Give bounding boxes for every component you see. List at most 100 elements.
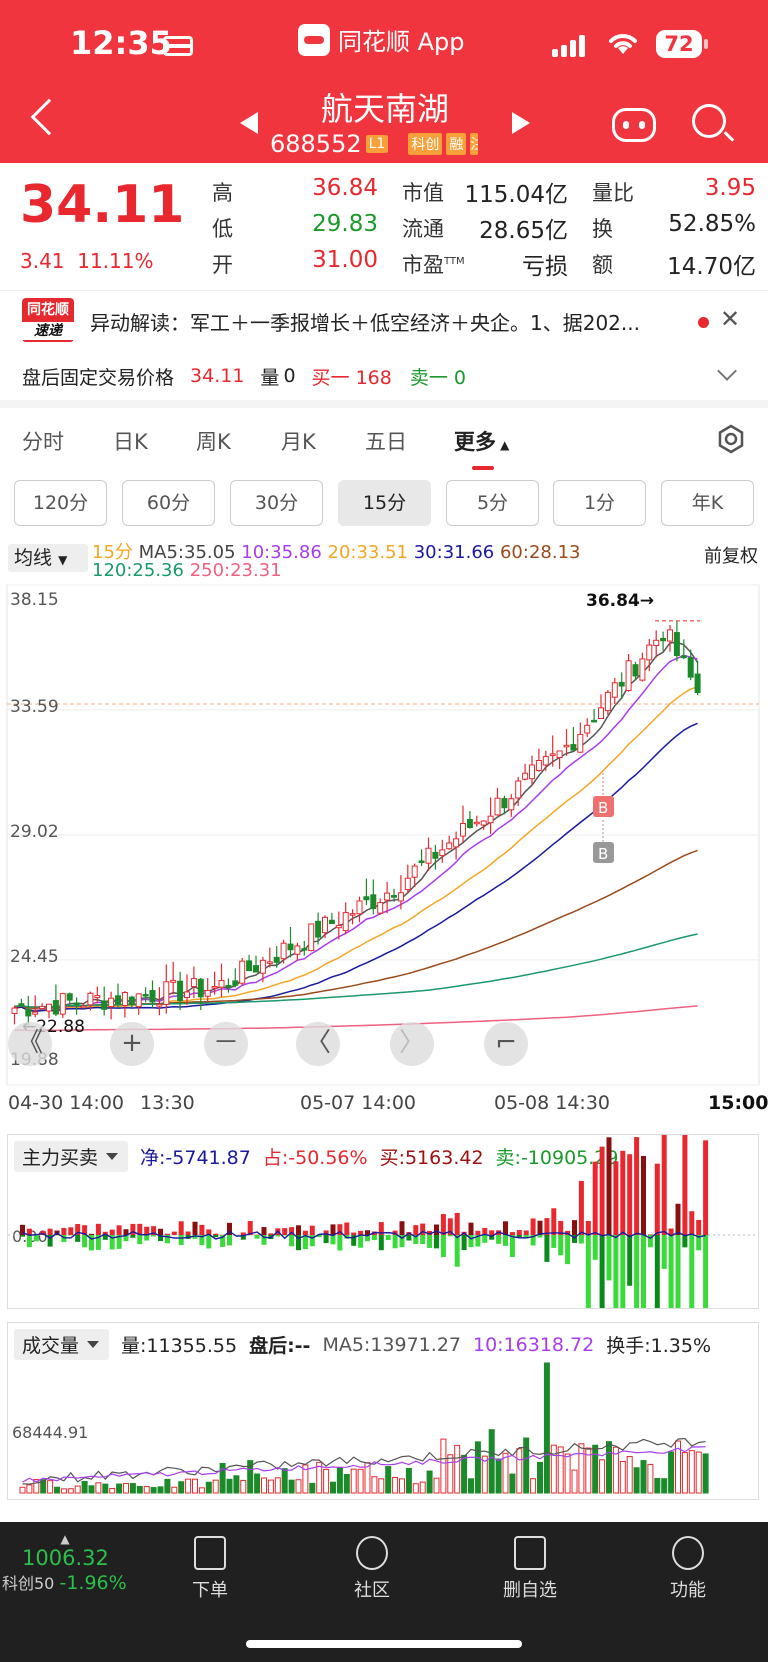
candle bbox=[411, 865, 418, 878]
ma120-value: 120:25.36 bbox=[92, 560, 184, 581]
capital-bar-buy bbox=[365, 1230, 370, 1235]
search-icon[interactable] bbox=[692, 104, 726, 138]
capital-bar-sell bbox=[330, 1235, 336, 1245]
volume-selector[interactable]: 成交量 bbox=[14, 1329, 110, 1360]
volume-bar bbox=[495, 1458, 502, 1494]
adjust-mode[interactable]: 前复权 bbox=[704, 546, 758, 567]
capital-bar-sell bbox=[530, 1235, 536, 1246]
candlestick-chart[interactable]: 38.15 33.59 29.02 24.45 19.88 36.84→ ←22… bbox=[0, 580, 768, 1100]
capital-bar-sell bbox=[158, 1235, 163, 1242]
capital-bar-buy bbox=[75, 1223, 81, 1235]
buy-marker-label: B bbox=[598, 799, 608, 817]
capital-bar-buy bbox=[378, 1222, 384, 1235]
open-label: 开 bbox=[212, 253, 233, 277]
nav-functions[interactable]: 功能 bbox=[638, 1536, 738, 1602]
capital-bar-buy bbox=[613, 1161, 619, 1235]
candle bbox=[611, 682, 618, 698]
zoom-out-icon[interactable]: － bbox=[204, 1022, 248, 1066]
tab-monthly[interactable]: 月K bbox=[281, 430, 316, 454]
period-year[interactable]: 年K bbox=[661, 480, 754, 526]
capital-bar-sell bbox=[606, 1235, 612, 1281]
prev-stock-button[interactable] bbox=[240, 112, 258, 134]
tab-intraday[interactable]: 分时 bbox=[22, 430, 64, 454]
capital-bar-buy bbox=[261, 1227, 267, 1235]
chevron-down-icon: ▼ bbox=[58, 553, 68, 567]
period-60m[interactable]: 60分 bbox=[122, 480, 215, 526]
capital-selector[interactable]: 主力买卖 bbox=[14, 1141, 129, 1172]
capital-bar-sell bbox=[130, 1235, 136, 1238]
nav-community[interactable]: 社区 bbox=[322, 1536, 422, 1602]
tab-weekly[interactable]: 周K bbox=[196, 430, 231, 454]
period-1m[interactable]: 1分 bbox=[553, 480, 646, 526]
volume-chart[interactable] bbox=[8, 1323, 758, 1499]
chevron-down-icon[interactable] bbox=[717, 361, 737, 381]
capital-bar-buy bbox=[116, 1225, 122, 1235]
buy-marker[interactable]: B bbox=[593, 796, 614, 817]
volume-bar bbox=[274, 1477, 281, 1494]
candle bbox=[425, 847, 432, 864]
candle bbox=[391, 895, 397, 898]
candle bbox=[149, 990, 156, 1003]
candle bbox=[577, 733, 584, 753]
tag-margin: 融 bbox=[446, 133, 467, 155]
zoom-out-full-icon[interactable]: 《 bbox=[8, 1022, 52, 1066]
close-icon[interactable]: ✕ bbox=[720, 305, 741, 333]
volume-bar bbox=[309, 1482, 316, 1494]
volume-bar bbox=[640, 1460, 647, 1494]
volume-bar bbox=[557, 1446, 564, 1494]
bottom-nav: ▲ 1006.32 科创50 -1.96% 下单 社区 删自选 功能 bbox=[0, 1522, 768, 1662]
candle bbox=[204, 989, 211, 997]
capital-flow-chart[interactable] bbox=[8, 1135, 758, 1308]
period-5m[interactable]: 5分 bbox=[446, 480, 539, 526]
buy-marker[interactable]: B bbox=[593, 842, 614, 863]
back-button[interactable] bbox=[30, 98, 68, 136]
ma-period: 15分 bbox=[92, 542, 133, 563]
index-widget[interactable]: ▲ 1006.32 科创50 -1.96% bbox=[0, 1532, 130, 1594]
period-120m[interactable]: 120分 bbox=[14, 480, 107, 526]
capital-bar-sell bbox=[544, 1235, 550, 1262]
scroll-left-icon[interactable]: 〈 bbox=[296, 1022, 340, 1066]
capital-bar-buy bbox=[578, 1180, 584, 1235]
nav-remove-watchlist[interactable]: 删自选 bbox=[480, 1536, 580, 1602]
ma-selector[interactable]: 均线 ▼ bbox=[8, 544, 88, 572]
app-name: 同花顺 App bbox=[338, 28, 465, 56]
volume-bar bbox=[54, 1486, 60, 1494]
volume-bar bbox=[116, 1483, 123, 1494]
scroll-right-icon[interactable]: 〉 bbox=[390, 1022, 434, 1066]
next-stock-button[interactable] bbox=[512, 112, 530, 134]
volume-bar bbox=[330, 1481, 336, 1494]
after-hours-volume: 盘后:-- bbox=[249, 1335, 311, 1357]
nav-order[interactable]: 下单 bbox=[160, 1536, 260, 1602]
capital-bar-buy bbox=[682, 1135, 688, 1235]
volume-bar bbox=[240, 1479, 247, 1494]
capital-bar-sell bbox=[206, 1235, 212, 1249]
news-alert[interactable]: 同花顺 速递 异动解读：军工＋一季报增长＋低空经济＋央企。1、据202... ✕ bbox=[0, 290, 768, 350]
capital-bar-sell bbox=[399, 1235, 405, 1248]
candle bbox=[73, 1002, 80, 1006]
candle bbox=[115, 995, 121, 1005]
tab-more[interactable]: 更多 ▲ bbox=[454, 426, 509, 456]
candle bbox=[18, 1003, 25, 1007]
capital-bar-buy bbox=[627, 1154, 633, 1235]
current-price: 34.11 bbox=[20, 175, 185, 235]
tab-five-day[interactable]: 五日 bbox=[365, 430, 407, 454]
change-percent: 11.11% bbox=[77, 249, 154, 273]
settings-icon[interactable] bbox=[716, 424, 746, 454]
fullscreen-icon[interactable]: ⌐ bbox=[484, 1022, 528, 1066]
candle bbox=[66, 993, 73, 1001]
volume-bar bbox=[323, 1468, 330, 1494]
volume-bar bbox=[350, 1468, 357, 1494]
zoom-in-icon[interactable]: + bbox=[110, 1022, 154, 1066]
volume-bar bbox=[95, 1482, 102, 1494]
ma10-line bbox=[14, 654, 698, 1012]
menu-icon bbox=[672, 1536, 704, 1570]
period-15m[interactable]: 15分 bbox=[338, 480, 431, 526]
after-hours-row[interactable]: 盘后固定交易价格 34.11 量 0 买一 168 卖一 0 bbox=[0, 352, 768, 400]
capital-bar-sell bbox=[654, 1235, 660, 1308]
ai-assistant-icon[interactable] bbox=[612, 108, 656, 142]
after-hours-label: 盘后固定交易价格 bbox=[22, 366, 175, 389]
tab-daily[interactable]: 日K bbox=[113, 430, 148, 454]
alert-text[interactable]: 异动解读：军工＋一季报增长＋低空经济＋央企。1、据202... bbox=[90, 311, 640, 335]
app-indicator[interactable]: 同花顺 App bbox=[298, 22, 465, 57]
period-30m[interactable]: 30分 bbox=[230, 480, 323, 526]
